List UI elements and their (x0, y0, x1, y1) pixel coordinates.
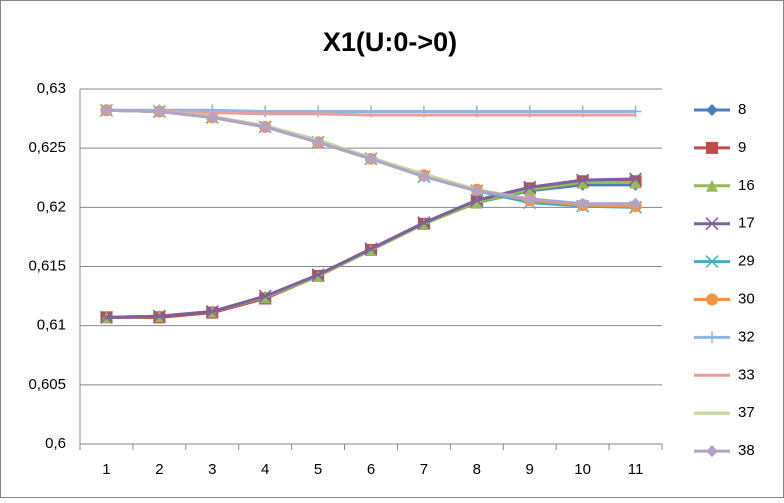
data-point (365, 152, 377, 165)
x-tick-label: 10 (574, 461, 591, 478)
legend-label: 30 (738, 290, 755, 307)
legend-label: 37 (738, 404, 755, 421)
x-tick-label: 4 (261, 461, 269, 478)
x-tick-label: 6 (367, 461, 375, 478)
legend-marker (706, 293, 718, 306)
data-point (417, 170, 430, 183)
chart-title: X1(U:0->0) (323, 27, 457, 57)
data-point (417, 216, 431, 230)
data-point (258, 289, 272, 303)
x-tick-label: 11 (628, 461, 644, 478)
data-point (470, 184, 483, 197)
y-tick-label: 0,625 (28, 139, 66, 156)
y-tick-label: 0,6 (45, 435, 66, 452)
legend-label: 32 (738, 328, 755, 345)
data-point (576, 173, 590, 187)
data-point (99, 310, 113, 324)
data-point (629, 172, 643, 186)
data-point (311, 268, 325, 282)
x-tick-label: 7 (420, 461, 428, 478)
data-point (259, 105, 272, 118)
data-point (312, 105, 325, 118)
data-point (312, 136, 325, 149)
legend-marker (705, 255, 719, 269)
data-point (629, 176, 642, 189)
data-point (100, 104, 113, 117)
legend-label: 38 (738, 442, 755, 459)
legend-marker (706, 331, 718, 344)
y-tick-label: 0,605 (28, 376, 66, 393)
legend-label: 8 (738, 101, 746, 118)
series-line (106, 108, 636, 117)
y-tick-label: 0,62 (37, 198, 66, 215)
legend-marker (705, 217, 719, 231)
y-tick-label: 0,615 (28, 257, 66, 274)
data-point (523, 180, 537, 194)
data-point (153, 105, 166, 118)
x-tick-label: 2 (155, 461, 163, 478)
data-point (152, 309, 166, 323)
data-point (576, 176, 589, 189)
data-point (205, 304, 219, 318)
data-point (523, 193, 536, 206)
data-point (523, 183, 536, 196)
data-point (629, 197, 642, 210)
data-point (470, 196, 483, 209)
legend-label: 29 (738, 253, 755, 270)
legend-marker (706, 445, 718, 458)
data-point (364, 242, 378, 256)
y-tick-label: 0,63 (37, 80, 66, 97)
x-tick-label: 5 (314, 461, 322, 478)
data-point (576, 197, 589, 210)
data-point (259, 120, 272, 133)
legend-marker (706, 141, 718, 154)
y-tick-label: 0,61 (37, 317, 66, 334)
data-point (206, 111, 219, 124)
legend-label: 9 (738, 139, 746, 156)
legend-label: 16 (738, 177, 755, 194)
x-tick-label: 3 (208, 461, 216, 478)
x-tick-label: 1 (102, 461, 110, 478)
x-tick-label: 8 (473, 461, 481, 478)
legend-marker (706, 179, 718, 192)
legend-label: 17 (738, 215, 755, 232)
data-point (470, 193, 484, 207)
legend-marker (706, 104, 718, 116)
legend-label: 33 (738, 366, 755, 383)
x-tick-label: 9 (526, 461, 534, 478)
